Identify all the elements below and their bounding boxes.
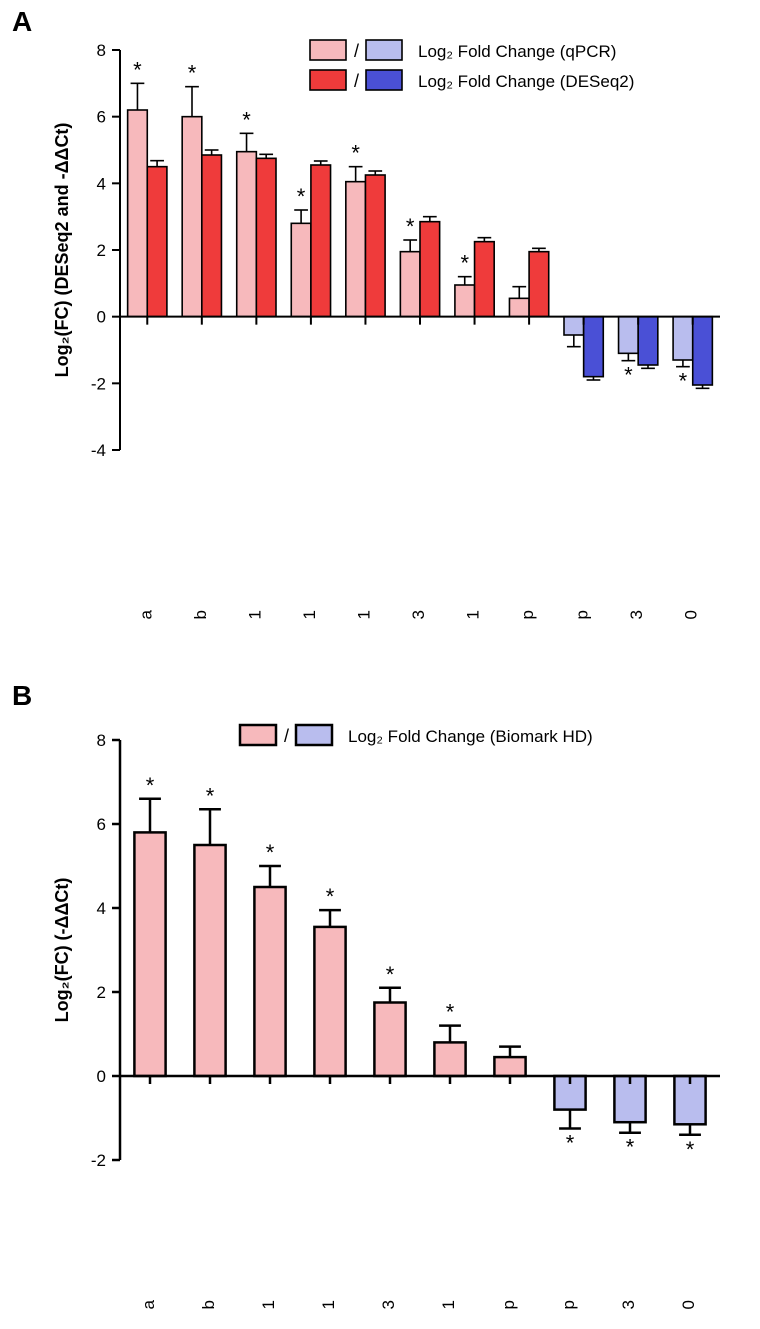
svg-text:6: 6 — [97, 815, 106, 834]
category-label: Cacybp — [518, 610, 537, 620]
category-label: Tnfsf10 — [679, 1300, 698, 1310]
svg-text:*: * — [679, 369, 688, 394]
svg-text:*: * — [626, 1135, 635, 1160]
svg-text:*: * — [146, 773, 155, 798]
category-label: Cacybp — [499, 1300, 518, 1310]
svg-text:2: 2 — [97, 983, 106, 1002]
svg-text:6: 6 — [97, 108, 106, 127]
category-label: Bag3 — [409, 610, 428, 620]
svg-text:*: * — [624, 363, 633, 388]
svg-text:*: * — [297, 184, 306, 209]
svg-text:*: * — [460, 251, 469, 276]
svg-text:0: 0 — [97, 1067, 106, 1086]
category-label: Dnajb1 — [354, 610, 373, 620]
svg-text:*: * — [206, 783, 215, 808]
category-label: Hspa1a — [136, 609, 155, 620]
category-label: Tnfsf10 — [682, 610, 701, 620]
panel-a-chart: -4 -2 0 2 4 6 8 * * * * * * * * * Hspa1a Hspa1b Hspb1 Hsph1… — [30, 20, 750, 620]
svg-text:/: / — [354, 41, 359, 61]
svg-text:*: * — [351, 141, 360, 166]
category-label: Hspb1 — [259, 1300, 278, 1310]
category-label: Hspa1a — [139, 1299, 158, 1310]
category-label: Bag3 — [379, 1300, 398, 1310]
svg-text:Log₂ Fold Change (DESeq2): Log₂ Fold Change (DESeq2) — [418, 72, 634, 91]
svg-text:8: 8 — [97, 731, 106, 750]
svg-text:*: * — [406, 214, 415, 239]
category-label: Hspa1b — [191, 610, 210, 620]
category-label: Hspb1 — [245, 610, 264, 620]
svg-text:-2: -2 — [91, 374, 106, 393]
svg-text:*: * — [566, 1131, 575, 1156]
svg-text:/: / — [284, 726, 289, 746]
svg-text:/: / — [354, 71, 359, 91]
svg-text:*: * — [188, 61, 197, 86]
svg-text:*: * — [686, 1137, 695, 1162]
svg-text:8: 8 — [97, 41, 106, 60]
category-label: Chac1 — [464, 610, 483, 620]
svg-text:*: * — [326, 884, 335, 909]
svg-text:-2: -2 — [91, 1151, 106, 1170]
svg-text:4: 4 — [97, 899, 106, 918]
figure-root: A -4-202468*********Hspa1aHspa1bHspb1Hsp… — [0, 0, 760, 1329]
panel-b-chart: -2 0 2 4 6 8 * * * * * * * * * Hspa1a Hspa1b Hspb1 Dnajb1 B… — [30, 700, 750, 1310]
svg-text:Log₂ Fold Change (qPCR): Log₂ Fold Change (qPCR) — [418, 42, 616, 61]
category-label: Chac1 — [439, 1300, 458, 1310]
category-label: Gjc3 — [627, 610, 646, 620]
svg-text:0: 0 — [97, 308, 106, 327]
svg-text:*: * — [446, 1000, 455, 1025]
svg-text:2: 2 — [97, 241, 106, 260]
svg-text:Log₂(FC) (-ΔΔCt): Log₂(FC) (-ΔΔCt) — [52, 878, 72, 1023]
category-label: Hsph1 — [300, 610, 319, 620]
category-label: Hspa1b — [199, 1300, 218, 1310]
svg-text:*: * — [266, 840, 275, 865]
category-label: Dnajb1 — [319, 1300, 338, 1310]
category-label: Mgp — [573, 610, 592, 620]
category-label: Mgp — [559, 1300, 578, 1310]
svg-text:*: * — [242, 107, 251, 132]
svg-text:*: * — [386, 962, 395, 987]
category-label: Gjc3 — [619, 1300, 638, 1310]
svg-text:Log₂(FC) (DESeq2 and -ΔΔCt): Log₂(FC) (DESeq2 and -ΔΔCt) — [52, 123, 72, 378]
svg-text:-4: -4 — [91, 441, 106, 460]
svg-text:4: 4 — [97, 174, 106, 193]
svg-text:Log₂ Fold Change (Biomark HD): Log₂ Fold Change (Biomark HD) — [348, 727, 593, 746]
svg-text:*: * — [133, 57, 142, 82]
